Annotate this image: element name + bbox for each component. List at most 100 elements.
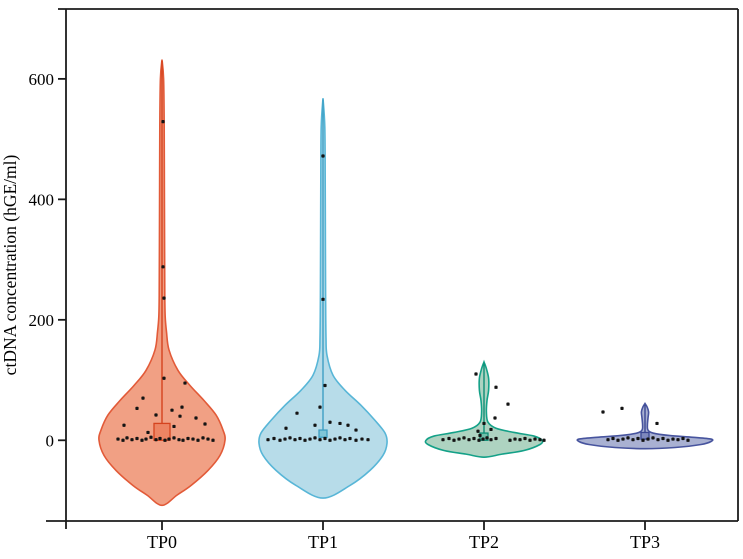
data-point [493, 416, 497, 420]
data-point [482, 421, 486, 426]
y-tick-label-600: 600 [29, 70, 55, 89]
data-point [163, 438, 167, 442]
data-point [170, 408, 174, 412]
y-tick-label-400: 400 [29, 190, 55, 209]
data-point [506, 402, 510, 406]
data-point [508, 438, 512, 442]
x-tick-label-tp0: TP0 [147, 532, 177, 552]
data-point [348, 436, 352, 441]
data-point [626, 436, 630, 440]
y-axis-title: ctDNA concentration (hGE/ml) [0, 155, 20, 376]
data-point [636, 436, 640, 441]
data-point [125, 436, 129, 440]
data-point [366, 438, 370, 442]
data-point [441, 438, 445, 442]
data-point [272, 436, 276, 441]
data-point [158, 436, 162, 441]
violin-tp3 [576, 402, 714, 450]
data-point [354, 438, 358, 442]
data-point [485, 436, 489, 440]
data-point [154, 413, 158, 417]
median-box-tp1 [318, 429, 328, 438]
data-point [161, 120, 165, 124]
data-point [328, 420, 332, 424]
violin-tp2 [424, 359, 544, 458]
data-point [467, 438, 471, 442]
data-point [298, 436, 302, 441]
data-point [621, 437, 625, 441]
y-tick-label-200: 200 [29, 311, 55, 330]
data-point [346, 423, 350, 427]
data-point [338, 436, 342, 440]
x-tick-label-tp3: TP3 [630, 532, 660, 552]
data-point [177, 438, 181, 442]
x-axis: TP0 TP1 TP2 TP3 [147, 521, 660, 552]
data-points-layer [116, 120, 690, 442]
data-point [122, 423, 126, 427]
data-point [206, 437, 210, 441]
data-point [135, 436, 139, 441]
data-point [328, 438, 332, 442]
data-point [523, 436, 527, 441]
y-tick-label-0: 0 [46, 431, 55, 450]
data-point [338, 421, 342, 426]
data-point [293, 438, 297, 442]
data-point [323, 383, 327, 388]
data-point [167, 437, 171, 441]
data-point [518, 438, 522, 442]
data-point [154, 438, 158, 442]
data-point [161, 265, 165, 269]
data-point [321, 154, 325, 158]
data-point [476, 429, 480, 433]
data-point [172, 424, 176, 429]
data-point [211, 438, 215, 442]
data-point [481, 437, 485, 441]
data-point [686, 438, 690, 442]
data-point [318, 438, 322, 442]
x-tick-label-tp1: TP1 [308, 532, 338, 552]
data-point [162, 296, 166, 300]
data-point [620, 406, 624, 410]
data-point [681, 436, 685, 441]
data-point [121, 438, 125, 442]
data-point [601, 410, 605, 414]
data-point [513, 437, 517, 441]
data-point [655, 421, 659, 426]
data-point [616, 438, 620, 442]
data-point [283, 437, 287, 441]
data-point [661, 436, 665, 441]
data-point [323, 436, 327, 441]
data-point [278, 438, 282, 442]
data-point [201, 436, 205, 440]
data-point [318, 405, 322, 409]
data-point [284, 426, 288, 430]
violins-layer [98, 59, 714, 507]
data-point [181, 438, 185, 442]
data-point [651, 436, 655, 440]
data-point [313, 423, 317, 427]
data-point [183, 381, 187, 385]
data-point [186, 436, 190, 441]
data-point [666, 438, 670, 442]
data-point [646, 437, 650, 441]
data-point [477, 438, 481, 442]
data-point [538, 438, 542, 442]
data-point [457, 437, 461, 441]
data-point [288, 436, 292, 440]
data-point [533, 437, 537, 441]
points-tp1 [266, 154, 370, 442]
median-box-tp3 [640, 431, 650, 440]
points-tp0 [116, 120, 215, 442]
data-point [140, 438, 144, 442]
data-point [191, 437, 195, 441]
data-point [542, 438, 546, 442]
data-point [494, 385, 498, 389]
data-point [478, 433, 482, 438]
data-point [676, 438, 680, 442]
data-point [178, 414, 182, 418]
data-point [146, 430, 150, 435]
data-point [333, 437, 337, 441]
data-point [474, 372, 478, 376]
data-point [144, 437, 148, 441]
